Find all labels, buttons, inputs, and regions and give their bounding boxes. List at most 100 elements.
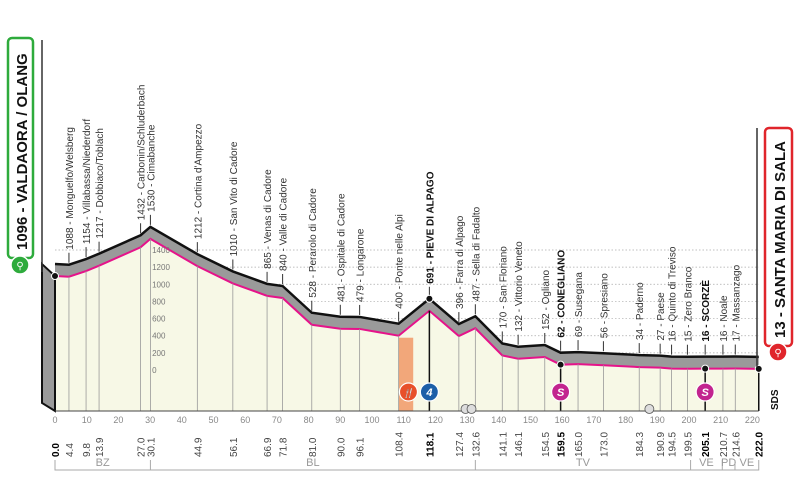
place-label: 691 - PIEVE DI ALPAGO [425, 171, 436, 283]
region-bracket [474, 460, 691, 471]
km-label: 210.7 [719, 432, 730, 457]
y-tick-label: 800 [152, 297, 166, 306]
markers: 🍴 4 S S [51, 272, 763, 414]
km-label: 141.1 [498, 432, 509, 457]
place-label: 1432 - Carbonin/Schluderbach [137, 85, 148, 221]
place-label: 528 - Perarolo di Cadore [308, 188, 319, 298]
region-label: VE [740, 457, 755, 469]
place-label: 17 - Massanzago [731, 264, 742, 341]
km-label: 214.6 [731, 432, 742, 457]
km-label: 9.8 [82, 443, 93, 457]
km-label: 0.0 [51, 443, 62, 457]
place-label: 1530 - Cimabanche [146, 124, 157, 212]
finish-banner: 13 - SANTA MARIA DI SALA ⚲ [756, 126, 794, 367]
km-label: 108.4 [395, 432, 406, 457]
x-tick-label: 60 [240, 415, 250, 425]
place-labels: 1088 - Monguelfo/Welsberg 1154 - Villabas… [65, 85, 742, 355]
km-label: 146.1 [514, 432, 525, 457]
y-tick-label: 0 [152, 366, 157, 375]
place-label: 1010 - San Vito di Cadore [229, 141, 240, 256]
finish-bike-icon [768, 342, 788, 362]
y-axis-labels: 0 200 400 600 800 1000 1200 1400 [152, 246, 170, 375]
start-title: 1096 - VALDAORA / OLANG [14, 53, 31, 250]
x-tick-label: 180 [618, 415, 633, 425]
km-label: 44.9 [193, 437, 204, 457]
place-label: 16 - SCORZÈ [699, 280, 712, 342]
point-dot [701, 364, 710, 373]
place-label: 34 - Paderno [635, 282, 646, 340]
place-label: 62 - CONEGLIANO [557, 250, 568, 338]
km-label: 165.0 [574, 432, 585, 457]
x-tick-label: 50 [208, 415, 218, 425]
profile-wall [41, 261, 56, 413]
profile-fill [55, 238, 759, 411]
y-tick-label: 1000 [152, 280, 170, 289]
x-tick-label: 160 [555, 415, 570, 425]
place-label: 400 - Ponte nelle Alpi [395, 214, 406, 309]
x-tick-label: 120 [428, 415, 443, 425]
railway-crossing-icon [644, 404, 655, 414]
km-label: 90.0 [336, 437, 347, 457]
place-label: 1212 - Cortina d'Ampezzo [193, 123, 204, 239]
x-tick-label: 80 [304, 415, 314, 425]
x-tick-label: 220 [745, 415, 760, 425]
km-label: 154.5 [541, 432, 552, 457]
region-label: VE [699, 457, 714, 469]
svg-text:⚲: ⚲ [774, 348, 781, 359]
gpm-icon-label: 4 [425, 387, 432, 399]
y-tick-label: 400 [152, 332, 166, 341]
point-dot [425, 294, 434, 303]
km-label: 127.4 [455, 432, 466, 457]
place-label: 481 - Ospitale di Cadore [336, 193, 347, 302]
region-label: PD [721, 457, 736, 469]
x-tick-label: 210 [713, 415, 728, 425]
x-tick-label: 140 [491, 415, 506, 425]
km-label: 71.8 [279, 437, 290, 457]
km-label: 184.3 [635, 432, 646, 457]
place-label: 152 - Ogliano [541, 269, 552, 329]
profile-top-edge [54, 225, 759, 359]
km-label: 190.9 [656, 432, 667, 457]
place-label: 69 - Susegana [574, 272, 585, 337]
x-tick-label: 110 [397, 415, 411, 425]
x-tick-label: 40 [177, 415, 187, 425]
place-label: 27 - Paese [656, 292, 667, 341]
km-labels: 0.0 4.4 9.8 13.9 27.030.1 44.9 56.1 66.9 71.8 81.… [51, 432, 766, 457]
x-tick-label: 20 [113, 415, 123, 425]
sprint-icon [695, 382, 715, 402]
place-label: 840 - Valle di Cadore [279, 177, 290, 271]
place-label: 487 - Sella di Fadalto [471, 206, 482, 301]
place-label: 16 - Noale [719, 295, 730, 342]
region-label: TV [576, 457, 591, 469]
x-tick-label: 100 [364, 415, 379, 425]
region-bracket [54, 460, 151, 471]
sprint-icon [551, 382, 571, 402]
svg-text:⚲: ⚲ [16, 261, 23, 272]
y-tick-label: 1400 [152, 246, 170, 255]
km-label: 159.5 [557, 432, 568, 457]
y-tick-label: 200 [152, 349, 166, 358]
place-label: 865 - Venas di Cadore [263, 169, 274, 269]
gpm-icon [419, 382, 439, 402]
point-dot [754, 364, 763, 373]
place-label: 15 - Zero Branco [683, 266, 694, 341]
km-label: 27.0 [137, 437, 148, 457]
km-label: 205.1 [701, 432, 712, 457]
y-tick-label: 600 [152, 315, 166, 324]
place-label: 16 - Quinto di Treviso [668, 246, 679, 341]
km-label: 132.6 [471, 432, 482, 457]
km-label: 30.1 [146, 437, 157, 457]
place-label: 1217 - Dobbiaco/Toblach [95, 128, 106, 239]
km-label: 4.4 [65, 443, 76, 457]
km-label: 66.9 [263, 437, 274, 457]
x-tick-label: 150 [523, 415, 538, 425]
km-label: 56.1 [229, 437, 240, 457]
place-label: 56 - Spresiano [599, 273, 610, 338]
place-label: 396 - Farra di Alpago [455, 215, 466, 309]
region-label: BL [306, 457, 319, 469]
place-label: 170 - San Floriano [498, 246, 509, 329]
x-tick-label: 170 [586, 415, 601, 425]
km-label: 194.5 [668, 432, 679, 457]
sprint-icon-label: S [557, 387, 565, 399]
